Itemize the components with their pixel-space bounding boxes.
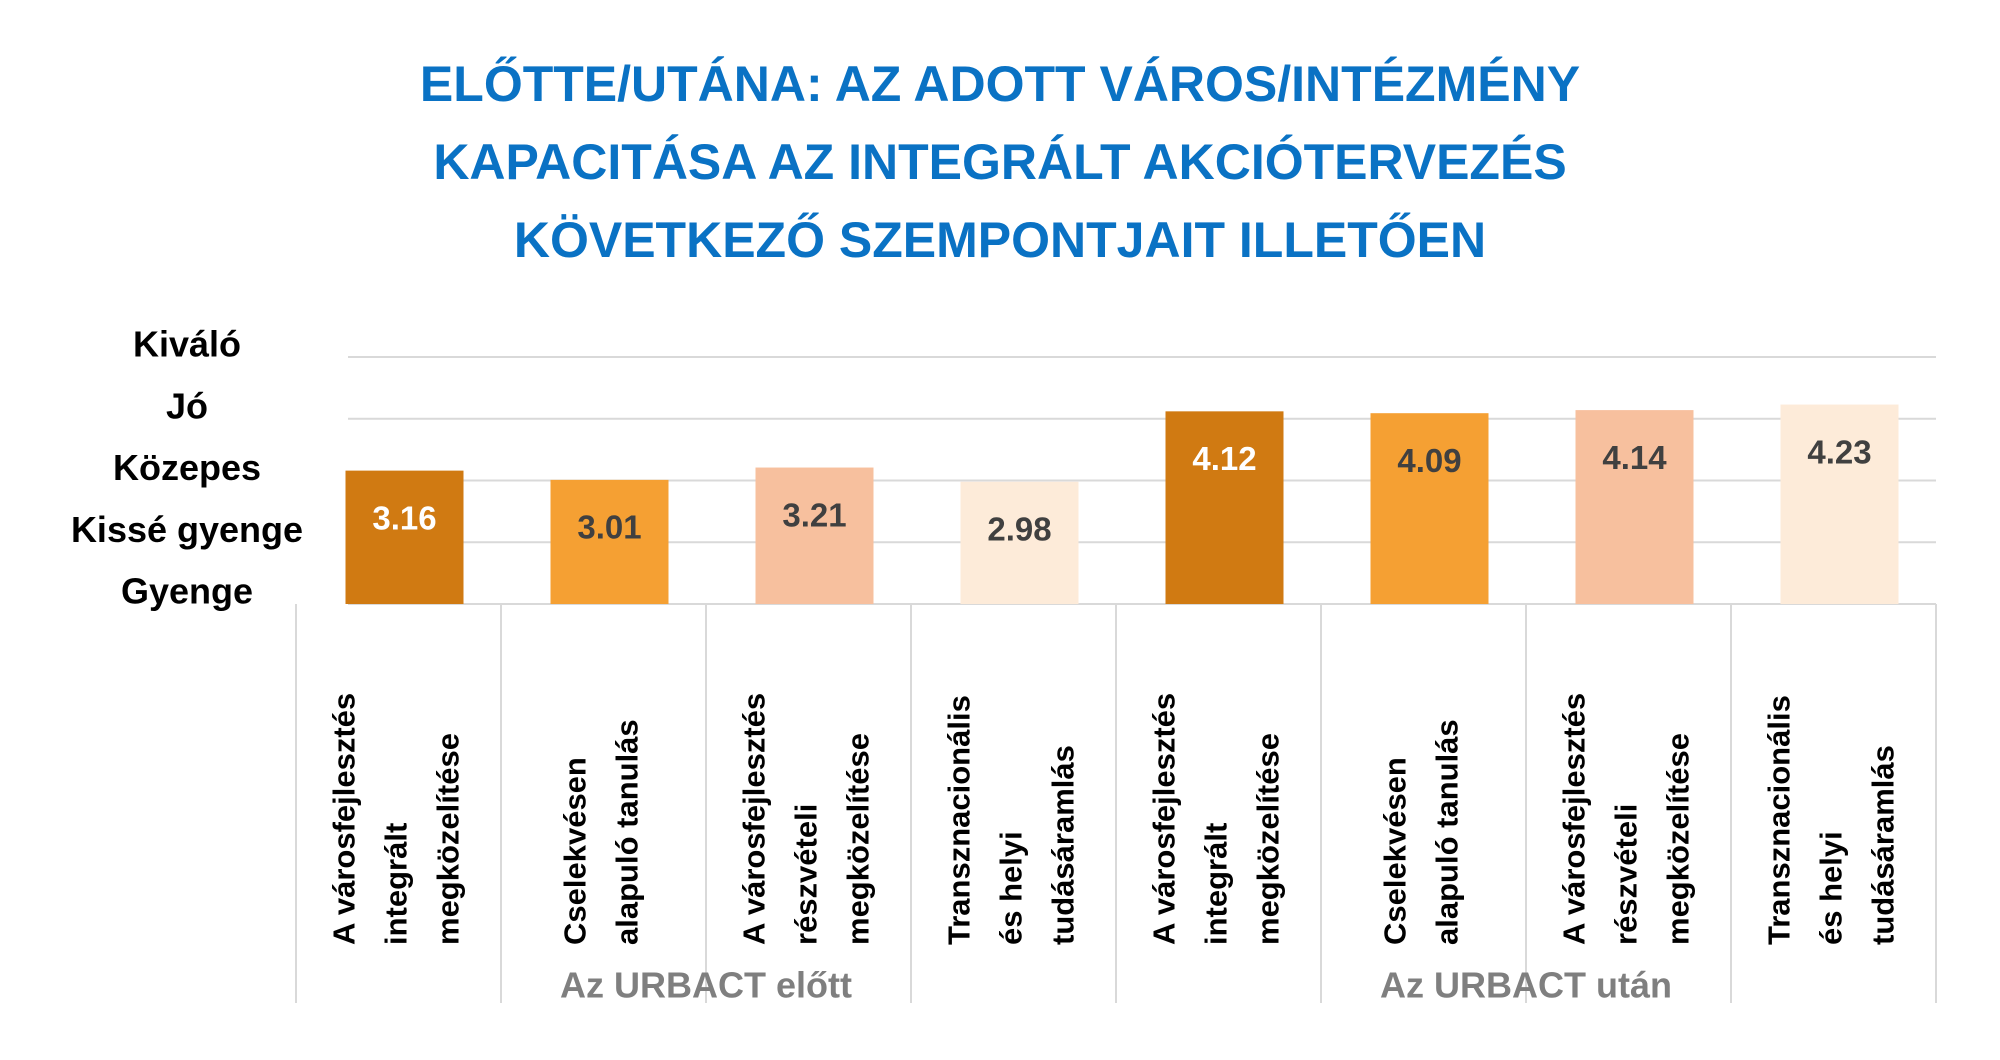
bar	[1165, 411, 1284, 604]
x-tick-label: Transznacionális	[942, 695, 977, 945]
value-label: 2.98	[987, 510, 1051, 547]
bar	[960, 481, 1079, 604]
bar	[1370, 413, 1489, 604]
y-tick-label: Kissé gyenge	[71, 509, 303, 550]
value-label: 4.12	[1192, 440, 1256, 477]
x-tick-label: és helyi	[994, 831, 1029, 945]
x-tick-label: A városfejlesztés	[1557, 693, 1592, 945]
x-tick-label: Cselekvésen	[558, 757, 593, 945]
x-tick-label: megközelítése	[1661, 733, 1696, 945]
x-tick-label: Transznacionális	[1762, 695, 1797, 945]
chart-title: KÖVETKEZŐ SZEMPONTJAIT ILLETŐEN	[514, 212, 1486, 268]
bar	[1575, 410, 1694, 604]
x-tick-label: A városfejlesztés	[327, 693, 362, 945]
x-tick-label: megközelítése	[1251, 733, 1286, 945]
x-tick-label: tudásáramlás	[1046, 745, 1081, 945]
bar	[1780, 404, 1899, 604]
x-tick-label: megközelítése	[431, 733, 466, 945]
x-tick-label: integrált	[379, 823, 414, 945]
value-label: 3.21	[782, 496, 846, 533]
bar	[550, 479, 669, 604]
x-tick-label: részvételi	[789, 804, 824, 945]
y-tick-label: Jó	[166, 385, 208, 426]
y-tick-label: Kiváló	[133, 324, 241, 365]
value-label: 4.14	[1602, 439, 1667, 476]
group-label: Az URBACT után	[1380, 965, 1672, 1006]
x-tick-label: alapuló tanulás	[1430, 719, 1465, 945]
chart-title: ELŐTTE/UTÁNA: AZ ADOTT VÁROS/INTÉZMÉNY	[420, 56, 1580, 112]
x-tick-label: és helyi	[1814, 831, 1849, 945]
x-tick-label: tudásáramlás	[1866, 745, 1901, 945]
value-label: 3.16	[372, 499, 436, 536]
chart-title: KAPACITÁSA AZ INTEGRÁLT AKCIÓTERVEZÉS	[433, 134, 1566, 190]
value-label: 4.23	[1807, 433, 1871, 470]
x-tick-label: A városfejlesztés	[1147, 693, 1182, 945]
value-label: 3.01	[577, 509, 641, 546]
bar	[755, 467, 874, 604]
y-tick-label: Gyenge	[121, 571, 253, 612]
x-tick-label: integrált	[1199, 823, 1234, 945]
y-tick-label: Közepes	[113, 447, 261, 488]
x-tick-label: A városfejlesztés	[737, 693, 772, 945]
x-tick-label: Cselekvésen	[1378, 757, 1413, 945]
group-label: Az URBACT előtt	[560, 965, 852, 1006]
x-tick-label: megközelítése	[841, 733, 876, 945]
value-label: 4.09	[1397, 442, 1461, 479]
bar	[345, 470, 464, 604]
x-tick-label: alapuló tanulás	[610, 719, 645, 945]
x-tick-label: részvételi	[1609, 804, 1644, 945]
